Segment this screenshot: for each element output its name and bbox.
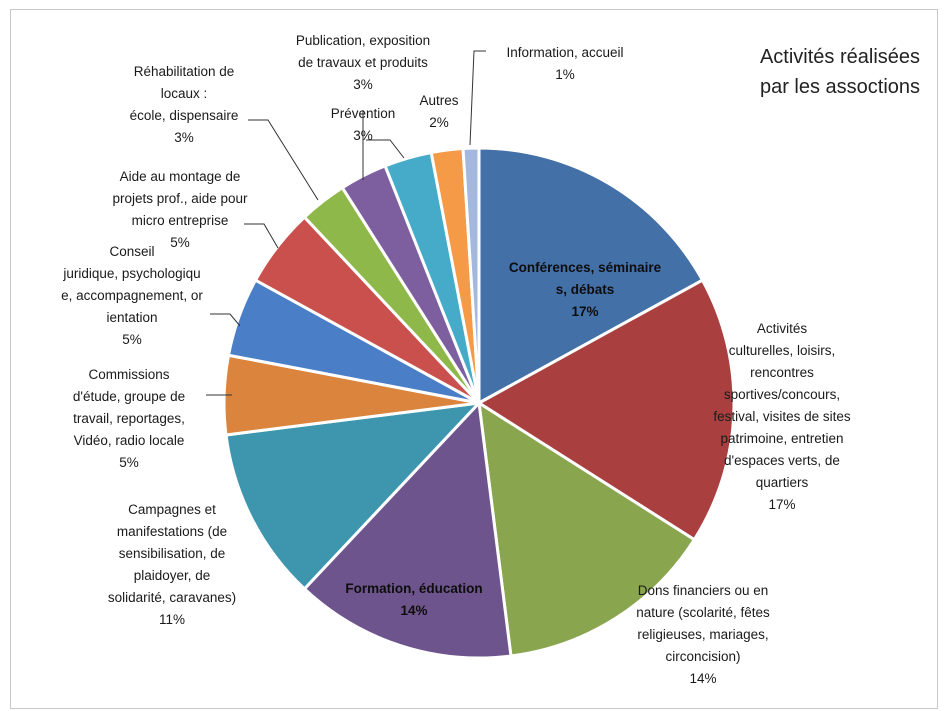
pie-slice-conferences-seminaires-debats xyxy=(477,146,704,405)
slice-category-label: culturelles, loisirs, xyxy=(729,343,836,358)
pie-slice-dons-financiers-ou-en-nature-scolarite-f xyxy=(477,401,696,658)
slice-category-label: locaux : xyxy=(161,86,208,101)
slice-value-label: 5% xyxy=(170,235,190,250)
slice-value-label: 5% xyxy=(122,332,142,347)
slice-category-label: solidarité, caravanes) xyxy=(108,590,236,605)
leader-line-aide-au-montage-de-projets-prof-aide-pou xyxy=(244,223,279,249)
slice-category-label: Vidéo, radio locale xyxy=(74,433,185,448)
slice-label-dons-financiers-ou-en-nature-scolarite-f: Dons financiers ou en nature (scolarité, … xyxy=(636,583,770,686)
slice-value-label: 3% xyxy=(353,77,373,92)
slice-label-publication-exposition-de-travaux-et-pro: Publication, exposition de travaux et pro… xyxy=(296,33,430,92)
slice-category-label: religieuses, mariages, xyxy=(637,627,768,642)
slice-category-label: projets prof., aide pour xyxy=(112,191,248,206)
slice-label-rehabilitation-de-locaux-ecole-dispensai: Réhabilitation de locaux : école, dispensa… xyxy=(130,64,239,145)
leader-line-rehabilitation-de-locaux-ecole-dispensai xyxy=(248,119,319,201)
slice-category-label: nature (scolarité, fêtes xyxy=(636,605,770,620)
slice-category-label: manifestations (de xyxy=(117,524,227,539)
slice-value-label: 17% xyxy=(571,304,598,319)
slice-label-aide-au-montage-de-projets-prof-aide-pou: Aide au montage de projets prof., aide po… xyxy=(112,169,248,250)
slice-label-information-accueil: Information, accueil 1% xyxy=(506,45,623,82)
slice-category-label: Conférences, séminaire xyxy=(509,260,662,275)
chart-title-line: Activités réalisées xyxy=(760,46,920,68)
leader-line-prevention xyxy=(366,139,405,159)
slice-label-activites-culturelles-loisirs-rencontres: Activités culturelles, loisirs, rencontres… xyxy=(713,321,851,512)
slice-category-label: plaidoyer, de xyxy=(134,568,211,583)
slice-category-label: Campagnes et xyxy=(128,502,216,517)
slice-label-autres: Autres 2% xyxy=(419,93,458,130)
leader-line-information-accueil xyxy=(469,50,486,146)
slice-label-commissions-d-etude-groupe-de-travail-re: Commissions d'étude, groupe de travail, re… xyxy=(73,367,185,470)
slice-value-label: 14% xyxy=(689,671,716,686)
leader-lines xyxy=(206,50,486,396)
slice-value-label: 14% xyxy=(400,603,427,618)
slice-category-label: d'étude, groupe de xyxy=(73,389,185,404)
slice-category-label: de travaux et produits xyxy=(298,55,428,70)
slice-category-label: micro entreprise xyxy=(132,213,229,228)
leader-line-conseil-juridique-psychologique-accompag xyxy=(210,313,241,327)
slice-value-label: 5% xyxy=(119,455,139,470)
slice-value-label: 2% xyxy=(429,115,449,130)
slice-category-label: école, dispensaire xyxy=(130,108,239,123)
pie-slice-information-accueil xyxy=(461,146,481,405)
chart-title-line: par les assoctions xyxy=(760,76,920,98)
slice-category-label: circoncision) xyxy=(665,649,740,664)
slice-value-label: 1% xyxy=(555,67,575,82)
pie-slices xyxy=(222,146,736,660)
slice-category-label: sportives/concours, xyxy=(724,387,840,402)
slice-category-label: Autres xyxy=(419,93,458,108)
slice-category-label: Réhabilitation de xyxy=(134,64,235,79)
slice-category-label: quartiers xyxy=(756,475,809,490)
slice-category-label: Prévention xyxy=(331,106,396,121)
slice-category-label: rencontres xyxy=(750,365,814,380)
slice-label-conferences-seminaires-debats: Conférences, séminaire s, débats 17% xyxy=(509,260,662,319)
chart-title: Activités réalisées par les assoctions xyxy=(760,46,920,98)
slice-value-label: 3% xyxy=(174,130,194,145)
slice-category-label: s, débats xyxy=(556,282,615,297)
slice-value-label: 3% xyxy=(353,128,373,143)
slice-category-label: Information, accueil xyxy=(506,45,623,60)
slice-category-label: Conseil xyxy=(109,244,154,259)
slice-category-label: ientation xyxy=(106,310,157,325)
pie-slice-activites-culturelles-loisirs-rencontres xyxy=(477,278,736,542)
slice-category-label: patrimoine, entretien xyxy=(720,431,843,446)
slice-category-label: Aide au montage de xyxy=(120,169,241,184)
slice-category-label: e, accompagnement, or xyxy=(61,288,203,303)
slice-category-label: festival, visites de sites xyxy=(713,409,851,424)
slice-label-conseil-juridique-psychologique-accompag: Conseil juridique, psychologiqu e, accompa… xyxy=(61,244,203,347)
slice-category-label: Formation, éducation xyxy=(345,581,482,596)
slice-category-label: Activités xyxy=(757,321,808,336)
slice-label-campagnes-et-manifestations-de-sensibili: Campagnes et manifestations (de sensibilis… xyxy=(108,502,236,627)
pie-slice-campagnes-et-manifestations-de-sensibili xyxy=(224,401,481,591)
slice-category-label: d'espaces verts, de xyxy=(724,453,840,468)
slice-label-formation-education: Formation, éducation 14% xyxy=(345,581,482,618)
slice-category-label: Publication, exposition xyxy=(296,33,430,48)
slice-category-label: juridique, psychologiqu xyxy=(62,266,200,281)
slice-category-label: Commissions xyxy=(88,367,169,382)
slice-category-label: travail, reportages, xyxy=(73,411,185,426)
slice-label-prevention: Prévention 3% xyxy=(331,106,396,143)
slice-value-label: 17% xyxy=(768,497,795,512)
slice-category-label: sensibilisation, de xyxy=(119,546,226,561)
pie-slice-formation-education xyxy=(302,401,513,660)
slice-value-label: 11% xyxy=(159,612,185,627)
slice-category-label: Dons financiers ou en xyxy=(638,583,769,598)
